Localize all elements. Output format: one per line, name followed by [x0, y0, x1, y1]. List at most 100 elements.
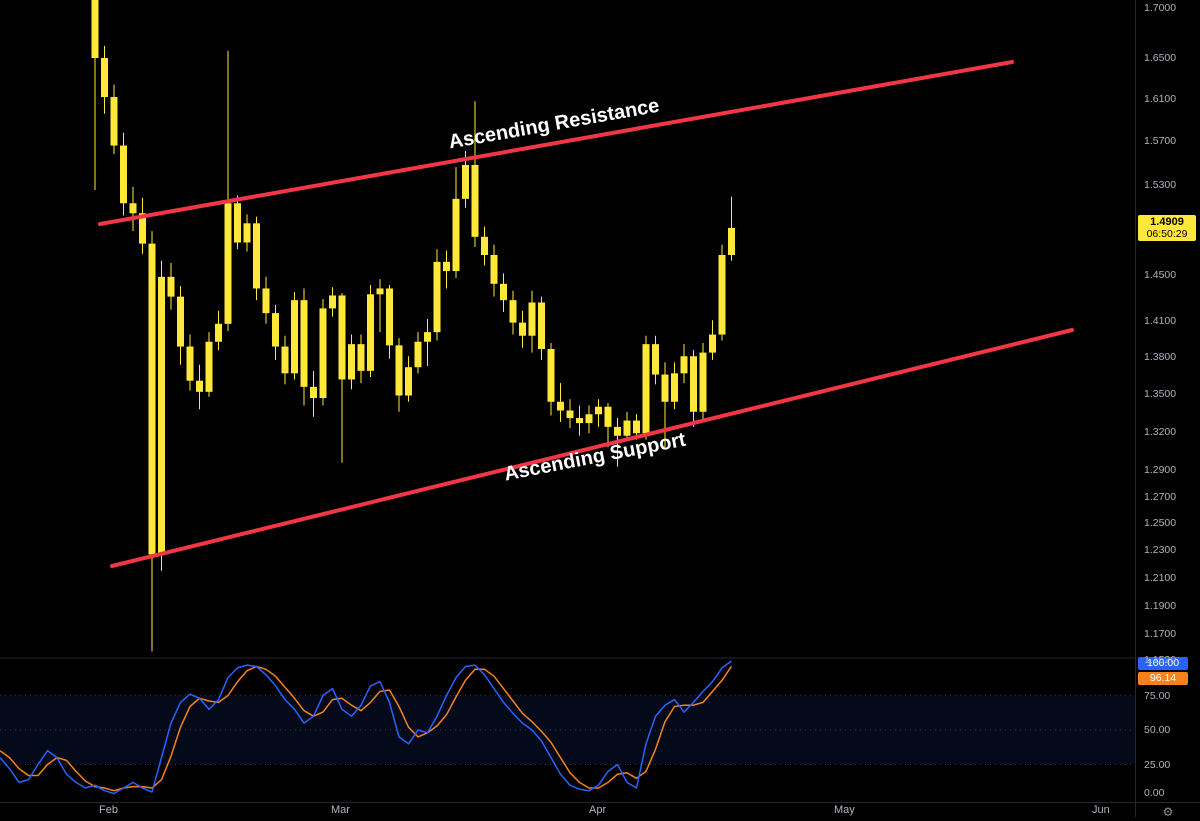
gear-icon[interactable]: ⚙ — [1162, 805, 1174, 819]
time-axis[interactable]: Feb Mar Apr May Jun — [0, 802, 1135, 817]
ascending-resistance-line[interactable] — [98, 60, 1014, 226]
candle-body — [234, 203, 241, 243]
candle-body — [101, 58, 108, 98]
price-tick-label: 1.2900 — [1144, 464, 1177, 477]
candle-body — [167, 276, 175, 297]
price-tick-label: 1.5700 — [1144, 135, 1177, 148]
axis-corner: ⚙ — [1135, 802, 1200, 819]
candle-body — [728, 227, 735, 256]
candle-body — [671, 373, 678, 402]
stoch-d-badge: 96.14 — [1138, 672, 1188, 685]
candle-body — [566, 410, 574, 419]
candle-body — [338, 295, 346, 380]
price-tick-label: 1.4500 — [1144, 268, 1177, 281]
candle-body — [310, 386, 317, 399]
candle-body — [547, 348, 555, 402]
candle-body — [376, 288, 384, 295]
candle-body — [120, 145, 127, 204]
candle-body — [262, 288, 270, 314]
candle-body — [528, 302, 536, 336]
price-tick-label: 1.2300 — [1144, 544, 1177, 557]
support-label[interactable]: Ascending Support — [502, 429, 688, 486]
candle-body — [623, 420, 631, 436]
candle-body — [177, 296, 184, 347]
candle-body — [186, 346, 194, 381]
candle-body — [272, 313, 279, 347]
candle-body — [319, 308, 327, 399]
candle-body — [205, 341, 213, 392]
candle-body — [462, 164, 469, 199]
price-axis[interactable]: 1.4909 06:50:29 100.00 96.14 1.7000 1.650… — [1135, 0, 1200, 802]
candle-body — [357, 344, 365, 371]
last-price-badge: 1.4909 06:50:29 — [1138, 214, 1196, 241]
candle-body — [490, 255, 498, 284]
price-tick-label: 1.5300 — [1144, 178, 1177, 191]
candle-body — [690, 356, 697, 412]
stoch-level-label: 75.00 — [1144, 689, 1171, 702]
stoch-level-label: 50.00 — [1144, 724, 1171, 736]
candle-body — [585, 414, 593, 424]
candle-body — [129, 203, 137, 214]
price-tick-label: 1.1700 — [1144, 628, 1177, 641]
candle-body — [652, 344, 659, 375]
candle-body — [281, 346, 289, 374]
price-tick-label: 1.2700 — [1144, 490, 1177, 503]
bar-countdown: 06:50:29 — [1146, 227, 1188, 240]
stoch-k-line — [0, 660, 732, 795]
candle-body — [348, 344, 355, 380]
candle-body — [300, 300, 308, 387]
candle-body — [291, 300, 298, 374]
price-tick-label: 1.1520 — [1144, 654, 1177, 667]
candle-body — [414, 341, 422, 368]
candle-body — [329, 295, 336, 309]
ascending-support-line[interactable] — [110, 328, 1074, 568]
candle-body — [519, 322, 526, 336]
time-axis-label: May — [834, 804, 855, 816]
price-tick-label: 1.3500 — [1144, 388, 1177, 401]
price-tick-label: 1.7000 — [1144, 1, 1177, 14]
candle-body — [661, 374, 669, 402]
time-axis-label: Jun — [1092, 804, 1110, 816]
candle-body — [718, 255, 726, 335]
candle-body — [148, 243, 156, 555]
candle-body — [386, 288, 393, 346]
time-axis-label: Apr — [589, 804, 607, 816]
candle-body — [110, 97, 118, 146]
candle-body — [215, 323, 222, 342]
candle-body — [405, 367, 412, 396]
price-tick-label: 1.2100 — [1144, 571, 1177, 584]
candle-body — [243, 223, 251, 243]
price-tick-label: 1.6100 — [1144, 93, 1177, 106]
candle-body — [481, 236, 488, 256]
last-price-value: 1.4909 — [1150, 215, 1184, 228]
candle-body — [642, 344, 650, 434]
candle-body — [614, 426, 621, 436]
candle-body — [158, 276, 165, 555]
candle-body — [196, 380, 203, 392]
price-tick-label: 1.1900 — [1144, 599, 1177, 612]
stoch-level-label: 0.00 — [1144, 787, 1165, 799]
candle-body — [557, 401, 564, 411]
candle-body — [500, 283, 507, 301]
candle-body — [595, 406, 602, 415]
candle-body — [452, 198, 460, 272]
candle-body — [709, 334, 716, 353]
price-tick-label: 1.2500 — [1144, 517, 1177, 530]
candle-body — [538, 302, 545, 349]
price-tick-label: 1.3800 — [1144, 351, 1177, 364]
candle-body — [633, 420, 640, 434]
stoch-k-badge: 100.00 — [1138, 657, 1188, 670]
candle-body — [699, 352, 707, 412]
time-axis-label: Mar — [331, 804, 350, 816]
candle-body — [680, 356, 688, 374]
candle-body — [367, 294, 374, 371]
candle-body — [424, 332, 431, 342]
candle-body — [576, 418, 583, 424]
candle-body — [443, 261, 450, 272]
candle-body — [139, 213, 146, 244]
candle-body — [395, 345, 403, 396]
price-tick-label: 1.6500 — [1144, 52, 1177, 64]
candle-body — [91, 0, 99, 59]
